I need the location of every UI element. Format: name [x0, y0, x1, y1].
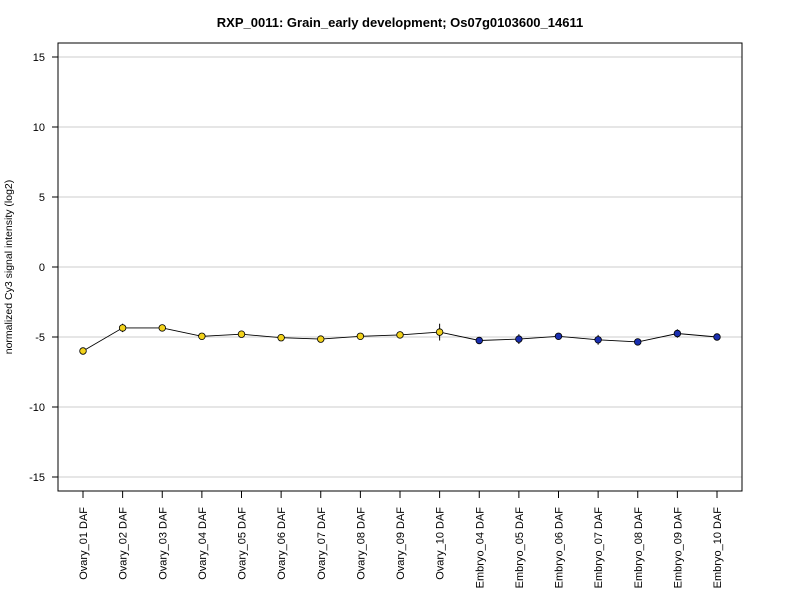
x-tick-label: Embryo_08 DAF — [633, 507, 645, 589]
y-tick-label: 10 — [33, 122, 45, 134]
x-tick-label: Ovary_08 DAF — [355, 507, 367, 580]
data-point — [158, 324, 166, 332]
data-point — [713, 333, 721, 341]
x-tick-label: Embryo_04 DAF — [474, 507, 486, 589]
series — [79, 323, 721, 355]
y-tick-label: -5 — [35, 332, 45, 344]
x-tick-label: Embryo_10 DAF — [712, 507, 724, 589]
x-tick-label: Embryo_05 DAF — [514, 507, 526, 589]
y-tick-label: 15 — [33, 52, 45, 64]
y-axis-label: normalized Cy3 signal intensity (log2) — [3, 180, 15, 355]
data-point — [356, 332, 365, 340]
data-point — [673, 329, 682, 338]
data-point — [118, 324, 127, 332]
y-axis: 15 10 5 0 -5 -10 -15 — [29, 52, 58, 484]
x-tick-label: Ovary_02 DAF — [118, 507, 130, 580]
data-point — [317, 335, 325, 343]
data-point — [277, 334, 285, 342]
x-tick-label: Ovary_05 DAF — [237, 507, 249, 580]
x-tick-label: Embryo_09 DAF — [672, 507, 684, 589]
y-tick-label: 0 — [39, 262, 45, 274]
data-point — [237, 330, 246, 338]
x-tick-label: Embryo_07 DAF — [593, 507, 605, 589]
data-point — [515, 335, 523, 343]
x-tick-label: Embryo_06 DAF — [554, 507, 566, 589]
x-tick-label: Ovary_09 DAF — [395, 507, 407, 580]
x-tick-label: Ovary_06 DAF — [276, 507, 288, 580]
x-tick-label: Ovary_03 DAF — [157, 507, 169, 580]
y-tick-label: 5 — [39, 192, 45, 204]
x-tick-label: Ovary_01 DAF — [78, 507, 90, 580]
x-tick-label: Ovary_10 DAF — [435, 507, 447, 580]
data-point — [634, 338, 642, 346]
gridlines — [58, 56, 742, 478]
data-point — [396, 331, 404, 339]
data-point — [435, 328, 444, 336]
data-point — [79, 347, 87, 355]
x-tick-label: Ovary_07 DAF — [316, 507, 328, 580]
x-tick-label: Ovary_04 DAF — [197, 507, 209, 580]
data-point — [554, 332, 563, 340]
data-point — [198, 332, 206, 340]
y-tick-label: -10 — [29, 402, 45, 414]
y-tick-label: -15 — [29, 472, 45, 484]
chart-title: RXP_0011: Grain_early development; Os07g… — [217, 15, 583, 30]
plot-frame — [57, 42, 743, 492]
data-point — [475, 336, 483, 345]
x-axis: Ovary_01 DAF Ovary_02 DAF Ovary_03 DAF Ovar… — [78, 491, 724, 588]
data-point — [594, 336, 602, 344]
